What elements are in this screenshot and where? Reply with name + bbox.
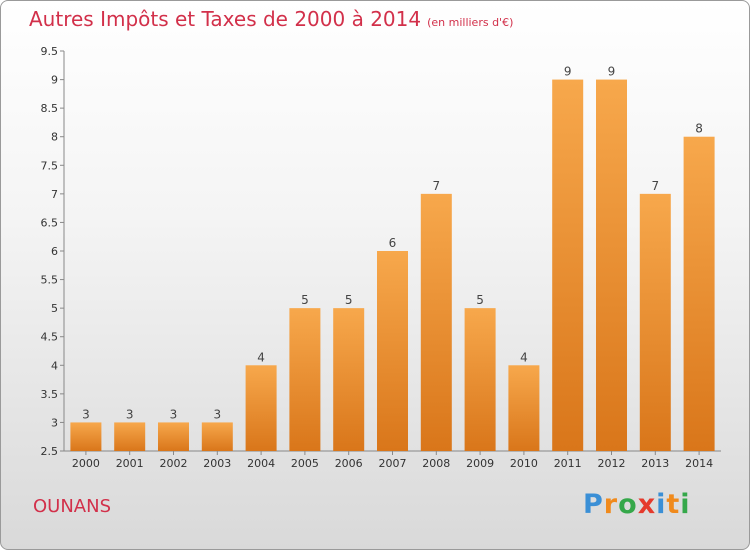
x-tick-label-2006: 2006	[335, 457, 363, 470]
data-label-2006: 5	[345, 293, 353, 307]
y-tick-label: 5	[51, 302, 58, 315]
logo-letter: i	[680, 489, 691, 520]
x-tick-label-2012: 2012	[598, 457, 626, 470]
bar-2011	[552, 79, 584, 452]
y-tick-label: 7	[51, 188, 58, 201]
logo-letter: x	[637, 489, 657, 520]
bar-2006	[333, 308, 365, 451]
logo-letter: P	[583, 489, 604, 520]
bar-2012	[596, 79, 627, 452]
y-tick-label: 3	[51, 416, 58, 429]
logo-letter: o	[618, 489, 638, 520]
x-tick-label-2009: 2009	[466, 457, 494, 470]
bar-2004	[245, 365, 277, 451]
data-label-2000: 3	[82, 407, 90, 421]
data-label-2008: 7	[432, 179, 440, 193]
y-tick-label: 5.5	[41, 274, 59, 287]
y-tick-label: 9.5	[41, 45, 59, 58]
x-tick-label-2003: 2003	[203, 457, 231, 470]
data-label-2005: 5	[301, 293, 309, 307]
y-tick-label: 4	[51, 359, 58, 372]
data-label-2009: 5	[476, 293, 484, 307]
x-tick-label-2014: 2014	[685, 457, 713, 470]
x-tick-label-2007: 2007	[379, 457, 407, 470]
data-label-2013: 7	[651, 179, 659, 193]
bar-2008	[420, 193, 452, 451]
x-tick-label-2004: 2004	[247, 457, 275, 470]
bar-2013	[639, 193, 671, 451]
y-tick-label: 2.5	[41, 445, 59, 458]
data-label-2014: 8	[695, 122, 703, 136]
bar-2010	[508, 365, 540, 451]
x-tick-label-2010: 2010	[510, 457, 538, 470]
bar-2014	[683, 136, 715, 451]
data-label-2010: 4	[520, 350, 528, 364]
data-label-2002: 3	[170, 407, 178, 421]
y-tick-label: 6	[51, 245, 58, 258]
x-tick-label-2001: 2001	[116, 457, 144, 470]
logo-letter: i	[656, 489, 667, 520]
x-tick-label-2011: 2011	[554, 457, 582, 470]
commune-name: OUNANS	[33, 496, 112, 517]
x-tick-label-2008: 2008	[422, 457, 450, 470]
bar-2002	[158, 422, 189, 451]
data-label-2012: 9	[608, 65, 616, 79]
y-tick-label: 8	[51, 131, 58, 144]
bar-2003	[201, 422, 233, 451]
chart-subtitle: (en milliers d'€)	[427, 16, 514, 29]
bar-2000	[70, 422, 102, 451]
logo-letter: r	[603, 489, 619, 520]
bar-2005	[289, 308, 321, 451]
proxiti-logo: Proxiti	[583, 489, 691, 520]
y-tick-label: 9	[51, 74, 58, 87]
x-tick-label-2013: 2013	[641, 457, 669, 470]
y-tick-label: 7.5	[41, 159, 59, 172]
data-label-2004: 4	[257, 350, 265, 364]
x-tick-label-2000: 2000	[72, 457, 100, 470]
bar-2007	[377, 251, 408, 451]
data-label-2003: 3	[213, 407, 221, 421]
logo-letter: t	[666, 489, 681, 520]
chart-title: Autres Impôts et Taxes de 2000 à 2014 (en…	[29, 7, 514, 31]
y-tick-label: 6.5	[41, 216, 59, 229]
y-tick-label: 8.5	[41, 102, 59, 115]
y-tick-label: 4.5	[41, 331, 59, 344]
x-tick-label-2005: 2005	[291, 457, 319, 470]
data-label-2007: 6	[389, 236, 397, 250]
x-tick-label-2002: 2002	[160, 457, 188, 470]
data-label-2011: 9	[564, 65, 572, 79]
bar-2009	[464, 308, 496, 451]
data-label-2001: 3	[126, 407, 134, 421]
bar-2001	[114, 422, 146, 451]
y-tick-label: 3.5	[41, 388, 59, 401]
